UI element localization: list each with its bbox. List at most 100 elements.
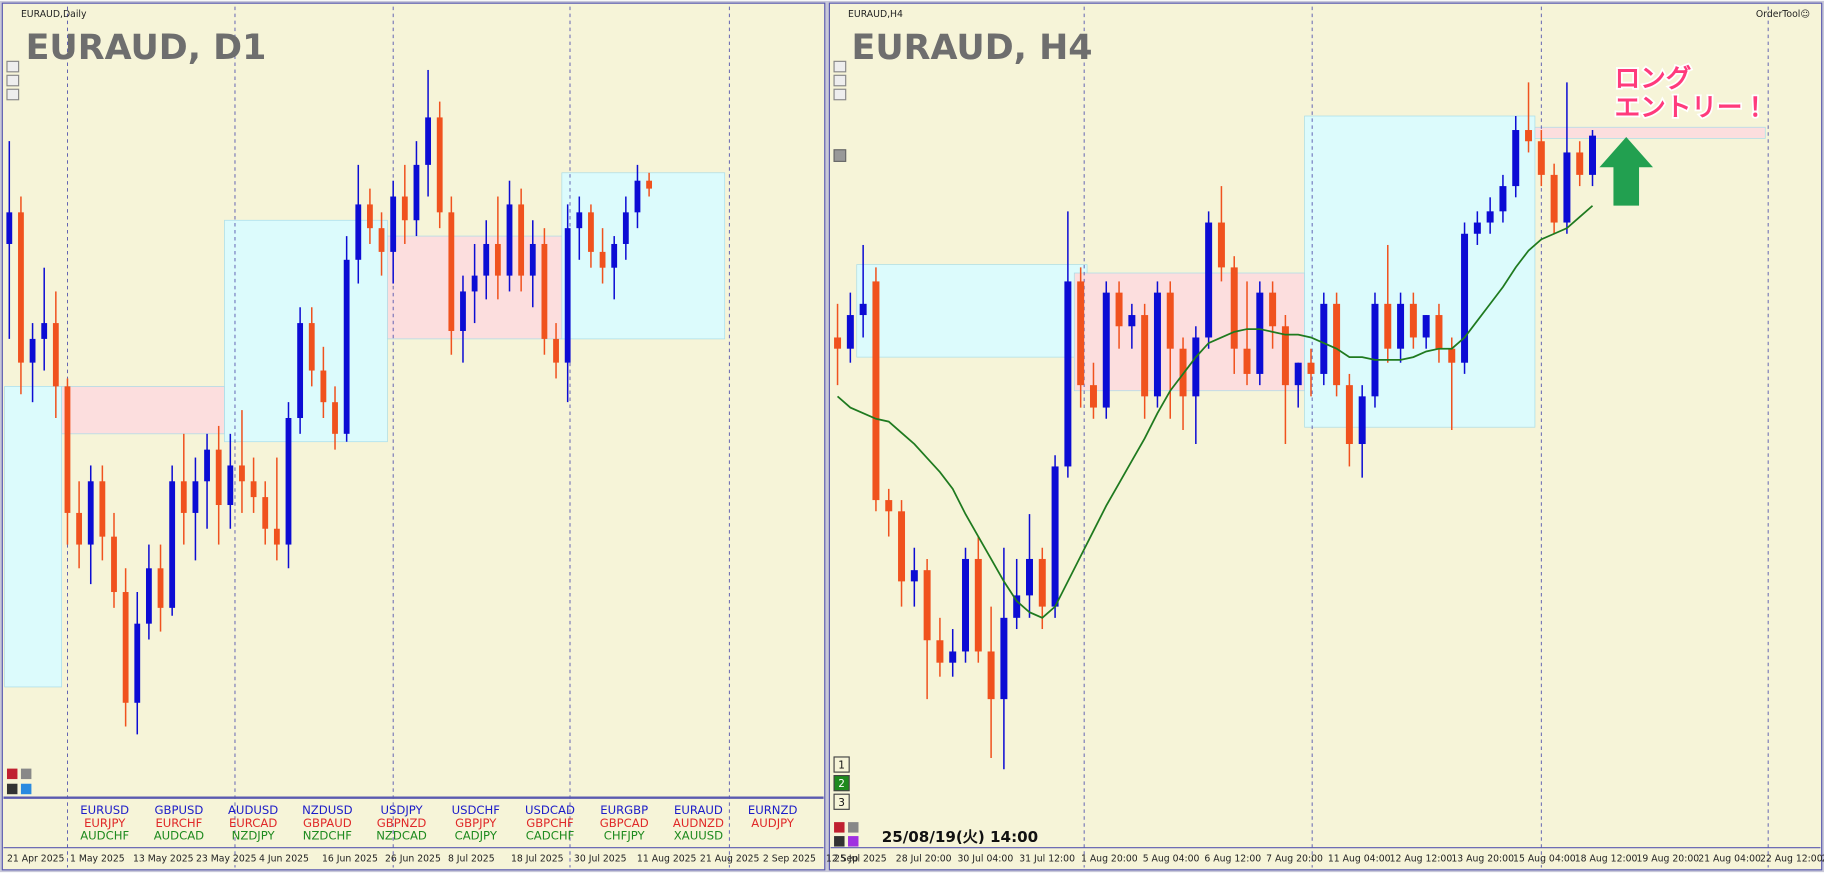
date-label: 31 Jul 12:00 bbox=[1019, 854, 1075, 865]
candle-body bbox=[529, 243, 536, 276]
date-label: 13 May 2025 bbox=[133, 854, 194, 865]
date-label: 2 Sep 2025 bbox=[763, 854, 816, 865]
candle-body bbox=[553, 338, 559, 363]
date-label: 7 Aug 20:00 bbox=[1266, 854, 1323, 865]
candle-body bbox=[1051, 466, 1059, 607]
candle-body bbox=[355, 204, 362, 260]
symbol-button[interactable]: USDCAD bbox=[525, 803, 575, 817]
symbol-button[interactable]: AUDCAD bbox=[154, 829, 204, 843]
candle-body bbox=[1409, 303, 1417, 338]
symbol-button[interactable]: AUDUSD bbox=[228, 803, 278, 817]
date-label: 15 Aug 04:00 bbox=[1513, 854, 1576, 865]
tool-buttons[interactable] bbox=[6, 768, 859, 847]
candle-body bbox=[1141, 315, 1149, 397]
candle-body bbox=[1217, 222, 1225, 268]
date-label: 6 Aug 12:00 bbox=[1204, 854, 1261, 865]
candle-body bbox=[846, 315, 854, 349]
candle-body bbox=[588, 212, 594, 252]
symbol-button[interactable]: NZDCAD bbox=[376, 829, 427, 843]
timeframe-label[interactable]: 1 bbox=[838, 760, 845, 772]
order-tool[interactable]: OrderTool☺ bbox=[1756, 9, 1810, 20]
symbol-button[interactable]: NZDUSD bbox=[302, 803, 352, 817]
symbol-button[interactable]: GBPAUD bbox=[303, 816, 352, 830]
symbol-button[interactable]: GBPCAD bbox=[600, 816, 649, 830]
candle-body bbox=[1307, 362, 1315, 374]
range-box bbox=[4, 386, 63, 688]
timeframe-button[interactable] bbox=[833, 756, 850, 773]
symbol-button[interactable]: AUDCHF bbox=[80, 829, 129, 843]
candle-body bbox=[1102, 292, 1110, 408]
symbol-button[interactable]: XAUUSD bbox=[674, 829, 723, 843]
date-label: 1 May 2025 bbox=[70, 854, 125, 865]
candle-body bbox=[1333, 303, 1341, 386]
date-label: 19 Aug 20:00 bbox=[1636, 854, 1699, 865]
candle-body bbox=[29, 338, 36, 363]
symbol-button[interactable]: NZDCHF bbox=[303, 829, 352, 843]
candle-body bbox=[343, 259, 350, 434]
candle-body bbox=[1192, 337, 1200, 397]
candle-body bbox=[1589, 135, 1596, 175]
candle-body bbox=[436, 117, 443, 213]
candle-body bbox=[6, 212, 13, 244]
timeframe-label[interactable]: 3 bbox=[838, 797, 845, 809]
range-box bbox=[1304, 115, 1536, 428]
candle-body bbox=[974, 558, 982, 652]
candle-body bbox=[1486, 211, 1494, 223]
symbol-button[interactable]: CHFJPY bbox=[604, 829, 646, 843]
candle-body bbox=[634, 180, 641, 213]
candle-body bbox=[378, 228, 385, 252]
candle-body bbox=[1089, 385, 1097, 408]
symbol-button[interactable]: USDJPY bbox=[380, 803, 423, 817]
range-box bbox=[224, 219, 388, 443]
candle-body bbox=[1358, 396, 1366, 445]
up-arrow bbox=[1599, 136, 1653, 206]
symbol-button[interactable]: GBPUSD bbox=[154, 803, 203, 817]
date-label: 18 Jul 2025 bbox=[511, 854, 564, 865]
symbol-button[interactable]: AUDNZD bbox=[673, 816, 724, 830]
candle-body bbox=[320, 370, 327, 403]
symbol-button[interactable]: EURCHF bbox=[155, 816, 202, 830]
candle-body bbox=[262, 497, 269, 529]
candle-body bbox=[1384, 303, 1392, 349]
candle-body bbox=[425, 117, 431, 165]
symbol-button[interactable]: EURJPY bbox=[84, 816, 126, 830]
candle-body bbox=[1115, 292, 1123, 327]
candle-body bbox=[145, 568, 152, 624]
symbol-button[interactable]: EURCAD bbox=[229, 816, 277, 830]
candle-body bbox=[76, 512, 83, 545]
date-label: 30 Jul 04:00 bbox=[958, 854, 1014, 865]
candle-body bbox=[506, 204, 513, 276]
candle-body bbox=[87, 481, 94, 545]
candle-body bbox=[1038, 558, 1046, 607]
date-label: 12 Sep bbox=[826, 854, 858, 865]
symbol-button[interactable]: USDCHF bbox=[452, 803, 501, 817]
symbol-button[interactable]: GBPJPY bbox=[455, 816, 497, 830]
candle-body bbox=[1563, 152, 1571, 223]
candle-body bbox=[923, 570, 931, 641]
timeframe-button[interactable] bbox=[833, 793, 850, 810]
candle-body bbox=[541, 243, 548, 339]
date-label: 1 Aug 20:00 bbox=[1081, 854, 1138, 865]
candle-body bbox=[1320, 303, 1328, 374]
timeframe-button[interactable] bbox=[833, 775, 850, 792]
candle-body bbox=[1525, 130, 1533, 142]
symbol-button[interactable]: GBPCHF bbox=[526, 816, 574, 830]
symbol-button[interactable]: AUDJPY bbox=[751, 816, 795, 830]
candle-body bbox=[1473, 222, 1481, 234]
symbol-button[interactable]: CADCHF bbox=[526, 829, 575, 843]
symbol-button[interactable]: EURGBP bbox=[600, 803, 648, 817]
candle-body bbox=[18, 212, 24, 363]
timeframe-label[interactable]: 2 bbox=[838, 778, 845, 790]
range-box bbox=[856, 264, 1088, 358]
symbol-button[interactable]: EURNZD bbox=[748, 803, 798, 817]
candle-body bbox=[1576, 152, 1584, 175]
symbol-button[interactable]: CADJPY bbox=[455, 829, 498, 843]
symbol-button[interactable]: EURUSD bbox=[80, 803, 129, 817]
symbol-button[interactable]: EURAUD bbox=[674, 803, 723, 817]
candle-body bbox=[169, 481, 176, 608]
symbol-label: EURAUD, D1 bbox=[26, 28, 267, 68]
symbol-button[interactable]: GBPNZD bbox=[377, 816, 427, 830]
symbol-button[interactable]: NZDJPY bbox=[232, 829, 276, 843]
scroll-buttons[interactable] bbox=[6, 60, 847, 162]
